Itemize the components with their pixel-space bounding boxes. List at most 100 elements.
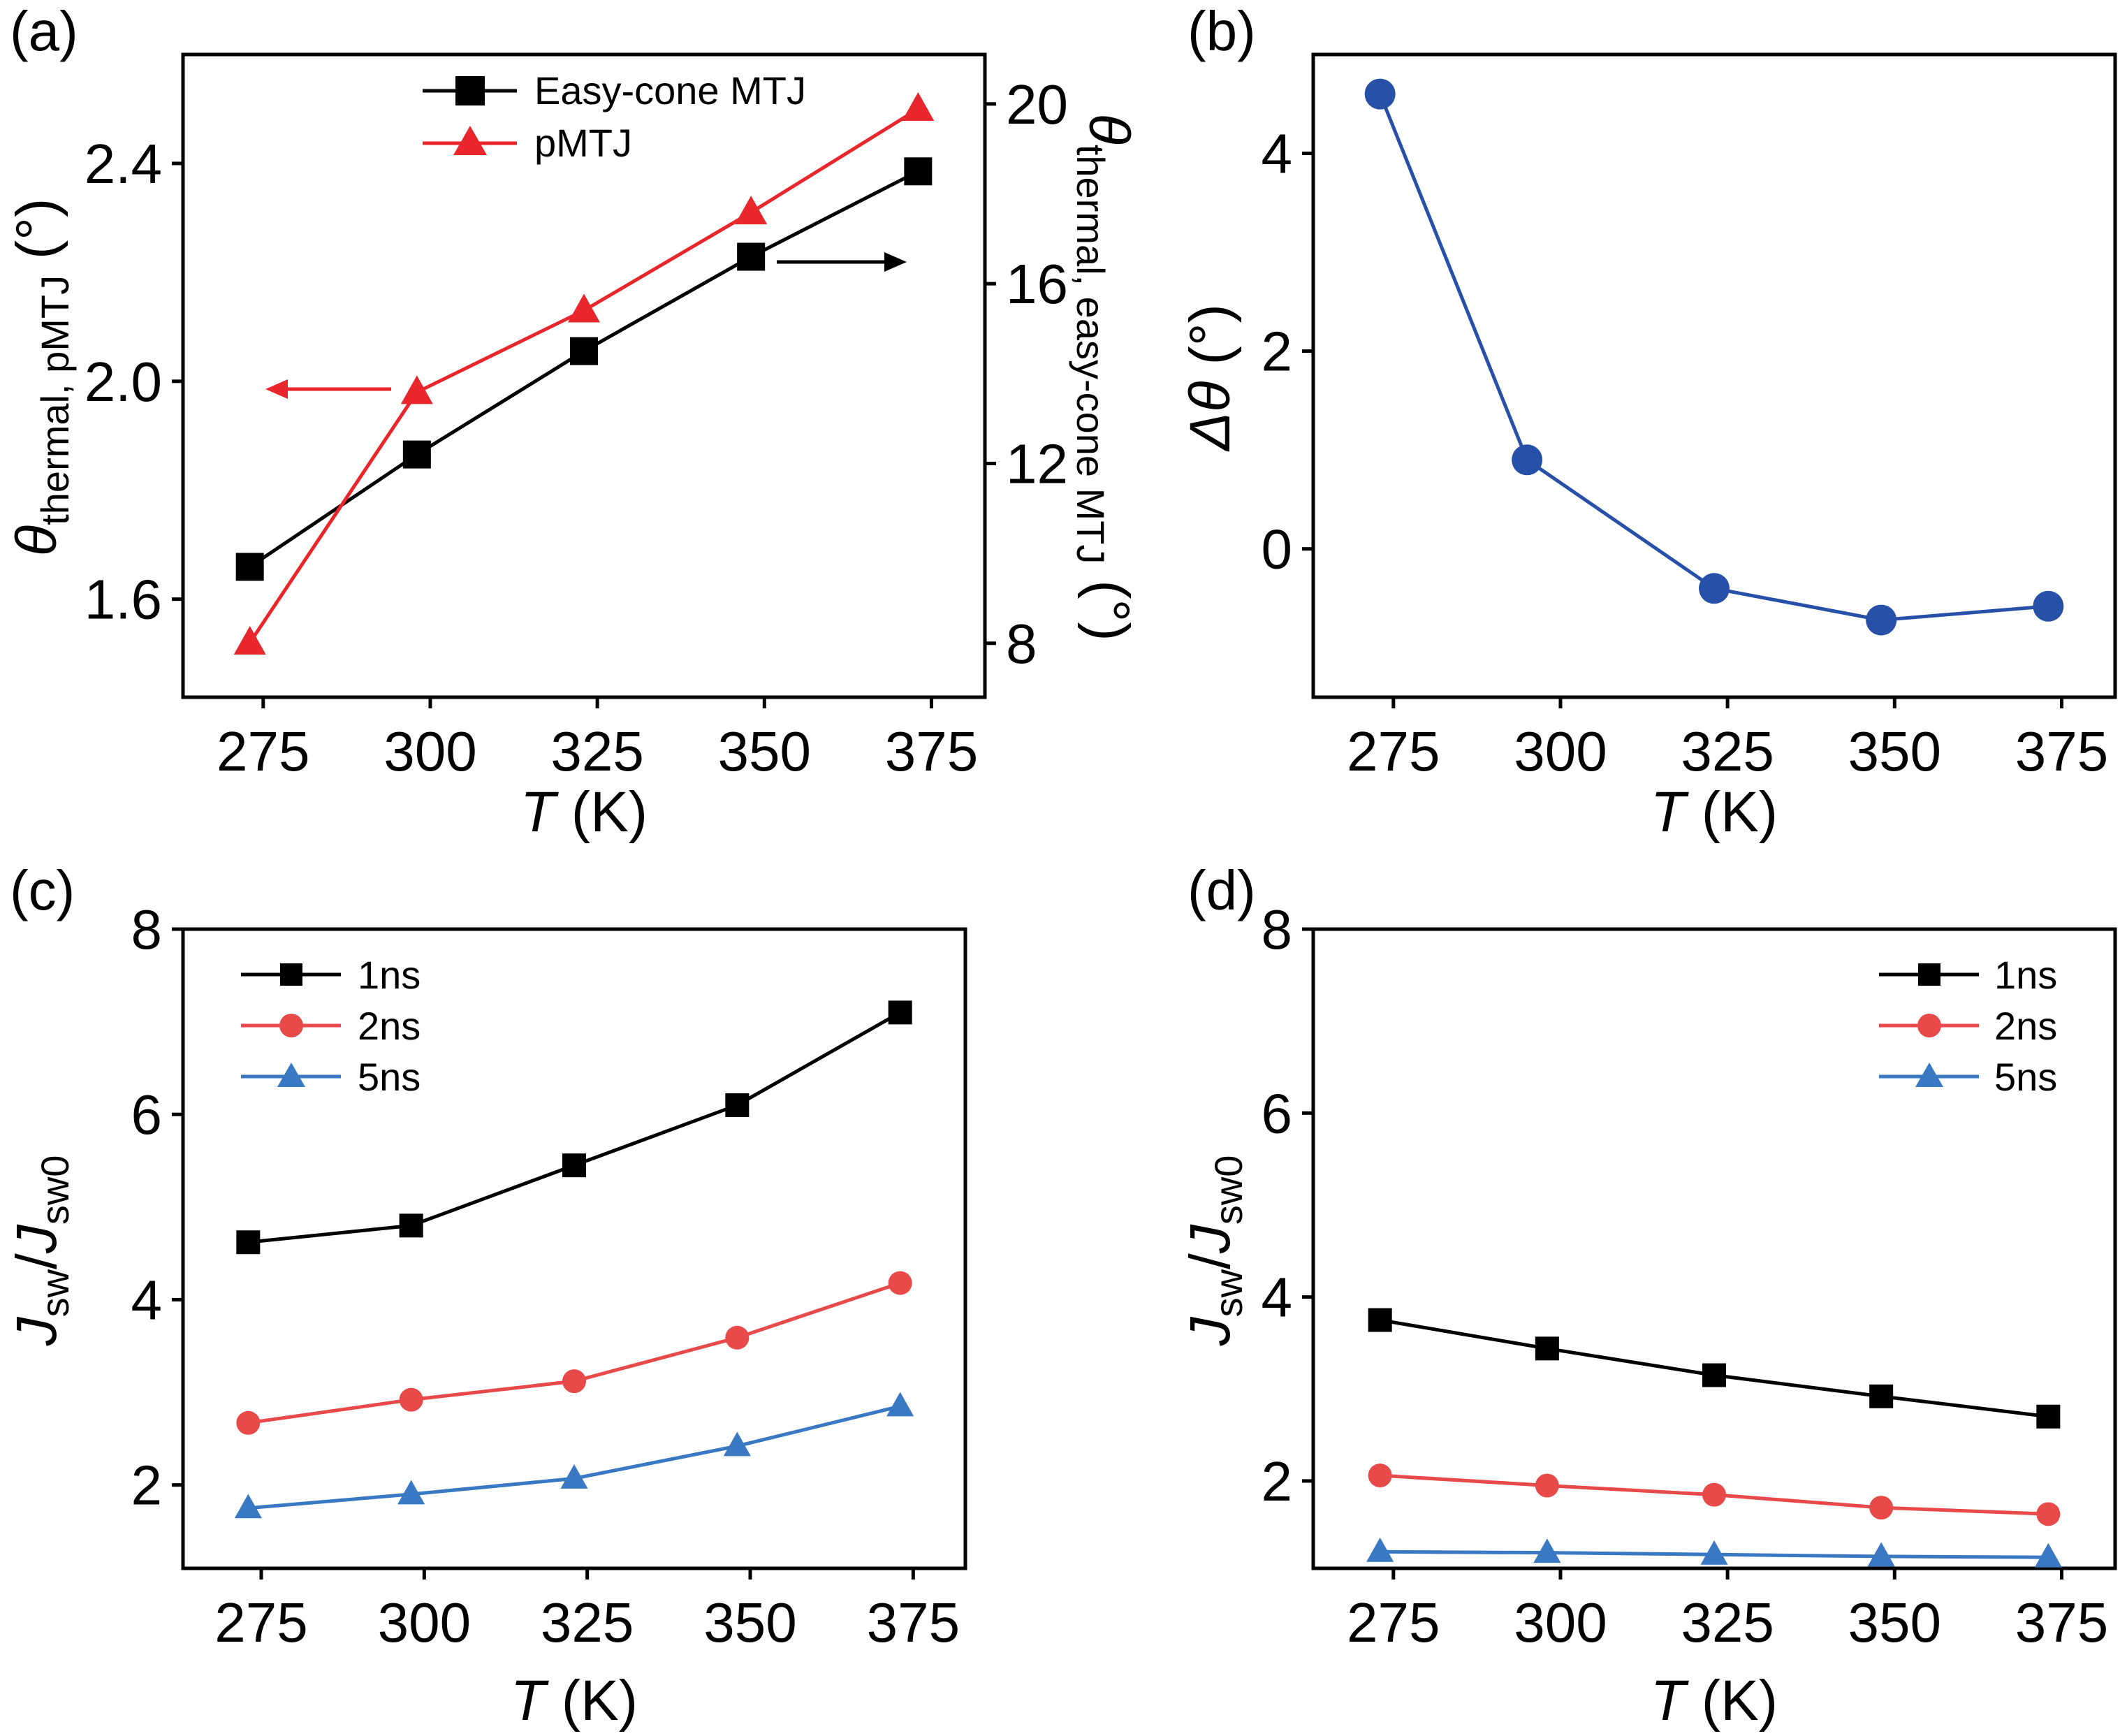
- data-point: [735, 196, 768, 225]
- x-tick-label: 375: [2015, 720, 2108, 782]
- series-easy-cone-mtj: [235, 157, 933, 581]
- svg-text:2ns: 2ns: [1994, 1004, 2057, 1048]
- svg-text:5ns: 5ns: [358, 1055, 421, 1099]
- plot-frame: [181, 52, 987, 699]
- data-point: [888, 1271, 912, 1295]
- data-point: [2036, 1404, 2061, 1429]
- panel-label: (a): [10, 0, 78, 62]
- series--θ: [1364, 78, 2064, 636]
- legend-item-2ns: 2ns: [1879, 1004, 2057, 1048]
- svg-text:2ns: 2ns: [358, 1004, 421, 1048]
- series-line: [247, 1281, 901, 1425]
- left-axis-arrow: [265, 379, 391, 399]
- x-tick-label: 375: [2015, 1591, 2108, 1654]
- x-tick-label: 350: [1848, 720, 1941, 782]
- data-point: [1866, 604, 1897, 636]
- y-axis-label: Jsw/Jsw0: [5, 1155, 77, 1347]
- x-tick-label: 375: [885, 720, 978, 782]
- data-point: [399, 1387, 423, 1412]
- series-line: [1378, 93, 2049, 622]
- data-point: [399, 1213, 423, 1238]
- data-point: [2033, 590, 2064, 622]
- data-point: [1699, 573, 1730, 604]
- data-point: [400, 375, 433, 404]
- series-line: [248, 1011, 901, 1244]
- y-axis-label: Δθ (°): [1178, 304, 1242, 452]
- data-point: [723, 1431, 751, 1457]
- series-pmtj: [233, 92, 935, 655]
- series-2ns: [236, 1271, 912, 1435]
- data-point: [1535, 1336, 1559, 1361]
- x-tick-label: 325: [541, 1591, 634, 1654]
- y2-tick-label: 20: [1006, 73, 1068, 136]
- plot-area: [233, 92, 935, 655]
- plot-area: [1364, 78, 2064, 636]
- svg-text:1ns: 1ns: [1994, 953, 2057, 997]
- data-point: [562, 1369, 586, 1394]
- data-point: [888, 1000, 912, 1025]
- data-point: [562, 1153, 586, 1178]
- y-tick-label: 2.4: [85, 133, 162, 195]
- x-tick-label: 275: [1347, 1591, 1440, 1654]
- y-tick-label: 6: [1262, 1082, 1293, 1144]
- panel-label: (c): [10, 859, 75, 921]
- x-tick-label: 350: [703, 1591, 796, 1654]
- data-point: [886, 1392, 914, 1417]
- series-1ns: [236, 1000, 912, 1255]
- y-tick-label: 8: [131, 898, 163, 961]
- x-tick-label: 325: [550, 720, 643, 782]
- x-tick-label: 300: [378, 1591, 471, 1654]
- x-tick-label: 375: [867, 1591, 960, 1654]
- data-point: [2036, 1502, 2061, 1526]
- panel-d: (d) 1ns 2ns 5ns T (K) Jsw/Jsw0 275 300 325…: [1178, 859, 2117, 1733]
- x-tick-label: 325: [1681, 1591, 1774, 1654]
- legend-item-easy-cone-mtj: Easy-cone MTJ: [423, 68, 806, 112]
- plot-frame: [181, 927, 967, 1570]
- data-point: [2034, 1542, 2062, 1568]
- svg-text:5ns: 5ns: [1994, 1055, 2057, 1099]
- data-point: [1366, 1537, 1394, 1562]
- y2-tick-label: 8: [1006, 613, 1037, 675]
- x-tick-label: 300: [383, 720, 476, 782]
- data-point: [725, 1325, 750, 1350]
- x-tick-label: 300: [1514, 720, 1607, 782]
- y-tick-label: 6: [131, 1084, 163, 1146]
- series-1ns: [1368, 1308, 2061, 1429]
- data-point: [1535, 1473, 1559, 1498]
- data-point: [560, 1464, 588, 1489]
- data-point: [1869, 1384, 1894, 1408]
- panel-c: (c) 1ns 2ns 5ns T (K) Jsw/Jsw0 275 300 325…: [5, 859, 967, 1733]
- series-5ns: [1366, 1537, 2062, 1568]
- plot-area: [234, 1000, 914, 1519]
- y-tick-label: 2: [131, 1454, 163, 1517]
- y-tick-label: 2.0: [85, 351, 162, 413]
- y-axis-label-right: θthermal, easy-cone MTJ (°): [1069, 113, 1141, 641]
- data-point: [725, 1093, 750, 1117]
- x-tick-label: 300: [1514, 1591, 1607, 1654]
- legend-item-1ns: 1ns: [241, 953, 421, 997]
- series-line: [249, 170, 919, 569]
- data-point: [1364, 78, 1396, 110]
- data-point: [570, 337, 598, 365]
- data-point: [1533, 1538, 1561, 1563]
- data-point: [904, 157, 933, 186]
- y-tick-label: 4: [1262, 123, 1293, 185]
- y-axis-label-left: θthermal, pMTJ (°): [5, 198, 77, 557]
- data-point: [1702, 1482, 1726, 1507]
- data-point: [235, 553, 264, 581]
- x-axis-label: T (K): [1651, 780, 1778, 844]
- panel-a: (a) Easy-cone MTJ pMTJ T (K): [5, 0, 1141, 844]
- x-axis-label: T (K): [511, 1669, 638, 1733]
- data-point: [737, 242, 766, 271]
- data-point: [1869, 1496, 1894, 1520]
- x-tick-label: 275: [217, 720, 309, 782]
- plot-area: [1366, 1308, 2062, 1568]
- legend: 1ns 2ns 5ns: [241, 953, 421, 1099]
- panel-b: (b) T (K) Δθ (°) 275 300 325 350 375 0 2 4: [1178, 0, 2117, 844]
- legend-item-2ns: 2ns: [241, 1004, 421, 1048]
- series-line: [248, 107, 919, 644]
- x-tick-label: 325: [1681, 720, 1774, 782]
- y-tick-label: 1.6: [85, 569, 162, 631]
- y2-tick-label: 16: [1006, 253, 1068, 315]
